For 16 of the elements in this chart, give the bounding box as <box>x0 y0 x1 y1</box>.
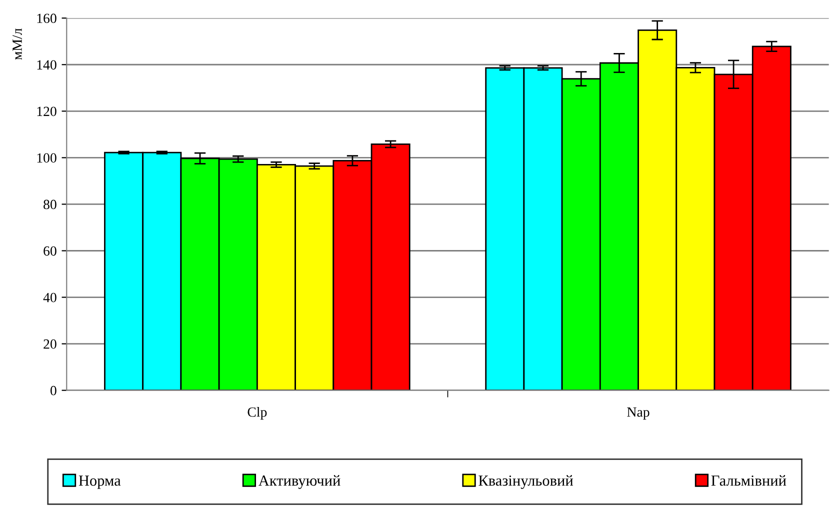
y-tick-label: 0 <box>50 386 56 396</box>
y-tick-label: 40 <box>43 292 56 302</box>
legend-label: Активуючий <box>258 475 340 489</box>
legend-label: Гальмівний <box>711 475 786 486</box>
y-tick-label: 80 <box>44 200 56 210</box>
y-axis-title: мМ/л <box>12 28 22 60</box>
y-tick-label: 120 <box>37 106 56 116</box>
y-tick-label: 20 <box>44 339 56 349</box>
y-tick-label: 160 <box>37 14 56 24</box>
y-tick-label: 100 <box>37 153 56 163</box>
y-tick-label: 60 <box>44 246 56 256</box>
x-tick-label: Clp <box>248 407 267 420</box>
y-tick-label: 140 <box>37 60 56 70</box>
legend-label: Норма <box>78 476 121 489</box>
legend-label: Квазінульовий <box>478 475 574 489</box>
x-tick-label: Nap <box>627 408 650 420</box>
